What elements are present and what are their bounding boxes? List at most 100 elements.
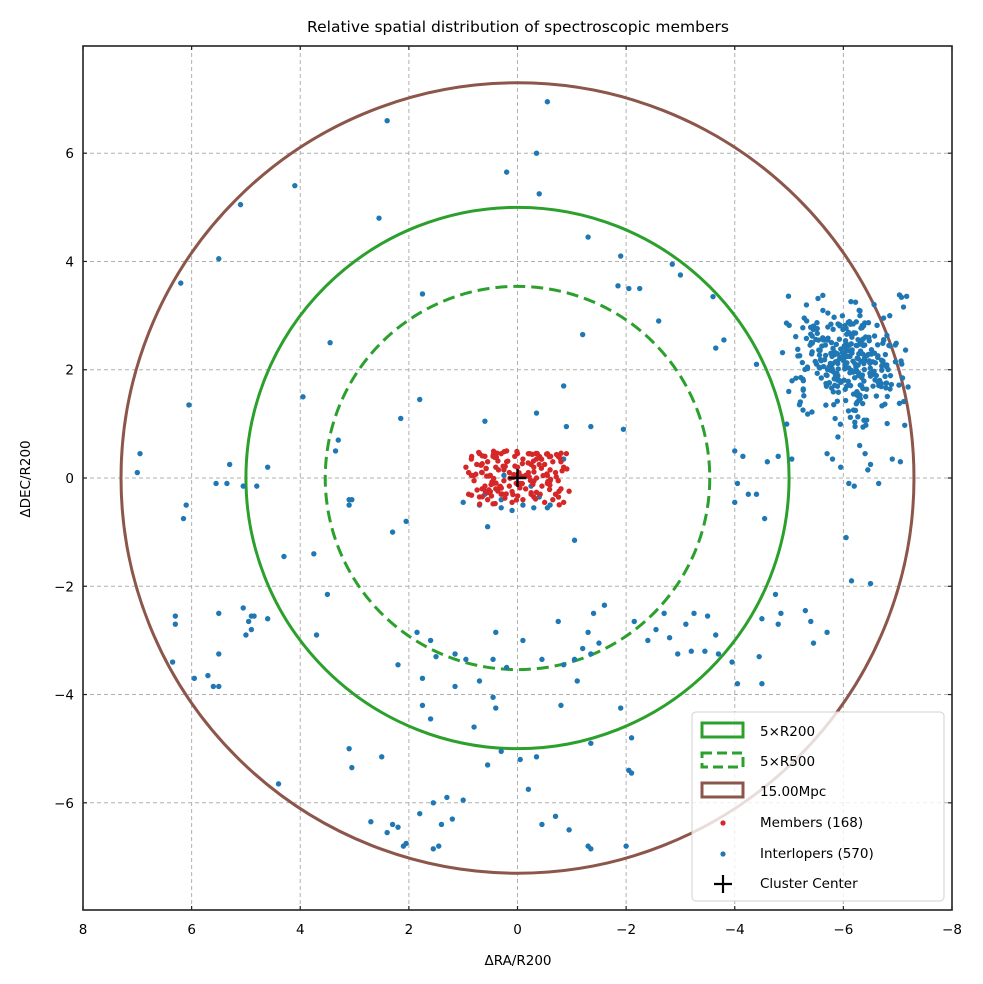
interloper-point [631, 618, 637, 625]
interloper-point [533, 410, 540, 416]
interloper-point [874, 322, 880, 329]
interloper-point [828, 339, 835, 346]
interloper-point [536, 191, 542, 197]
interloper-point [881, 337, 887, 343]
interloper-point [872, 360, 879, 366]
interloper-point [835, 389, 842, 395]
interloper-point [482, 418, 488, 424]
interloper-point [721, 337, 727, 343]
member-point [493, 480, 499, 486]
member-point [506, 469, 513, 476]
interloper-point [800, 387, 806, 393]
interloper-point [172, 613, 179, 619]
interloper-point [852, 330, 859, 336]
interloper-point [601, 602, 608, 608]
interloper-point [216, 651, 222, 657]
x-tick-label: −2 [616, 922, 636, 938]
interloper-point [859, 400, 866, 407]
interloper-point [852, 419, 858, 425]
interloper-point [796, 401, 803, 408]
legend-dot-members [720, 820, 726, 826]
member-point [531, 469, 537, 475]
interloper-point [759, 616, 765, 622]
plus-icon [714, 875, 732, 893]
interloper-point [588, 740, 594, 746]
interloper-point [503, 664, 510, 671]
interloper-point [300, 394, 306, 400]
interloper-point [628, 770, 635, 776]
member-point [484, 496, 491, 503]
interloper-point [813, 361, 820, 367]
circle-5-r500 [323, 284, 712, 672]
interloper-point [311, 551, 317, 557]
interloper-point [349, 764, 355, 771]
interloper-point [376, 215, 382, 221]
y-tick-label: 6 [65, 146, 74, 162]
interloper-point [471, 724, 477, 730]
interloper-point [745, 491, 752, 497]
interloper-point [449, 816, 456, 822]
interloper-point [842, 386, 848, 392]
interloper-point [427, 637, 434, 644]
interloper-point [814, 370, 820, 376]
interloper-point [814, 320, 820, 326]
interloper-point [384, 118, 390, 124]
x-tick-label: 4 [296, 922, 305, 938]
interloper-point [653, 626, 659, 633]
interloper-point [191, 675, 198, 682]
member-point [509, 499, 515, 506]
interloper-point [816, 347, 822, 353]
member-point [492, 500, 498, 507]
interloper-point [186, 402, 192, 408]
interloper-point [820, 363, 827, 370]
interloper-point [786, 388, 792, 395]
y-axis-label: ΔDEC/R200 [18, 440, 34, 517]
interloper-point [531, 505, 537, 511]
legend-item-5r500: 5×R500 [700, 751, 815, 770]
interloper-point [855, 414, 861, 420]
interloper-point [691, 610, 697, 617]
interloper-point [417, 810, 423, 817]
interloper-point [858, 383, 865, 389]
interloper-point [661, 610, 667, 617]
interloper-point [884, 332, 890, 339]
interloper-point [847, 414, 854, 421]
interloper-point [503, 169, 510, 175]
member-point [468, 453, 475, 460]
interloper-point [847, 382, 854, 389]
interloper-point [856, 442, 863, 449]
interloper-point [846, 318, 853, 325]
circle-5-r200 [244, 205, 791, 751]
interloper-point [834, 358, 841, 364]
member-point [520, 496, 526, 503]
x-tick-label: 8 [79, 922, 88, 938]
interloper-point [585, 234, 591, 240]
legend: 5×R200 5×R500 15.00Mpc Members (168) Int… [691, 711, 945, 902]
interloper-point [675, 651, 681, 657]
interloper-point [884, 393, 891, 400]
interloper-point [848, 298, 854, 305]
interloper-point [571, 656, 578, 663]
interloper-point [732, 499, 738, 506]
interloper-point [395, 662, 401, 668]
interloper-point [417, 396, 423, 403]
member-point [550, 496, 556, 503]
interloper-point [180, 515, 187, 522]
member-point [550, 459, 556, 465]
interloper-point [829, 353, 835, 360]
interloper-point [539, 656, 545, 663]
interloper-point [879, 403, 885, 409]
interloper-point [275, 781, 282, 787]
interloper-point [779, 349, 786, 356]
interloper-point [452, 683, 458, 690]
interloper-point [837, 322, 843, 328]
interloper-point [809, 349, 815, 355]
legend-label-5r500: 5×R500 [760, 754, 815, 770]
member-point [539, 483, 545, 489]
interloper-point [713, 632, 719, 638]
interloper-point [845, 378, 851, 385]
interloper-point [688, 648, 694, 654]
interloper-point [829, 456, 836, 462]
member-point [530, 481, 536, 488]
interloper-point [882, 351, 889, 358]
